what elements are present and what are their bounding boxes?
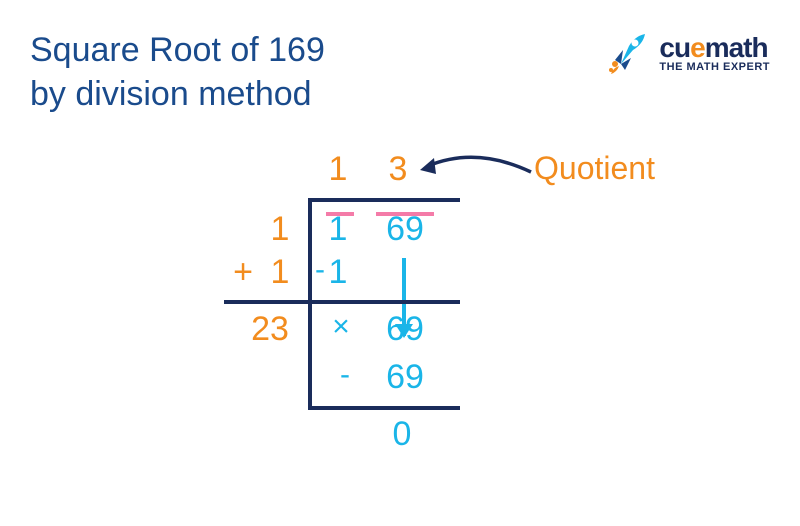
arrow-to-quotient [416, 138, 536, 188]
dividend-pair-1: 1 [318, 210, 358, 249]
dividend-pair-2: 69 [370, 210, 440, 249]
page-title: Square Root of 169 by division method [30, 28, 325, 116]
brand-logo: cuemath THE MATH EXPERT [601, 28, 770, 78]
title-line-2: by division method [30, 72, 325, 116]
horizontal-rule-1 [224, 300, 460, 304]
divisor-step2: 23 [240, 310, 300, 349]
subtrahend-1: 1 [318, 253, 358, 292]
division-bar-top [308, 198, 460, 202]
times-sign: × [326, 310, 356, 344]
quotient-label: Quotient [534, 150, 655, 187]
brought-down-69: 69 [370, 310, 440, 349]
divisor-step1: 1 [260, 210, 300, 249]
logo-wordmark: cuemath [659, 34, 770, 62]
plus-sign: + [228, 253, 258, 292]
quotient-digit-2: 3 [378, 150, 418, 189]
divisor-add-step1: 1 [260, 253, 300, 292]
minus-sign-2: - [330, 358, 360, 392]
quotient-digit-1: 1 [318, 150, 358, 189]
rocket-icon [601, 28, 651, 78]
long-division-diagram: 1 3 Quotient 1 69 1 + 1 - 1 23 × 69 - 69… [160, 150, 660, 510]
title-line-1: Square Root of 169 [30, 28, 325, 72]
horizontal-rule-2 [308, 406, 460, 410]
logo-tagline: THE MATH EXPERT [659, 62, 770, 73]
subtrahend-2: 69 [370, 358, 440, 397]
division-bar-vertical-2 [308, 300, 312, 406]
final-remainder: 0 [382, 415, 422, 454]
logo-text: cuemath THE MATH EXPERT [659, 34, 770, 73]
